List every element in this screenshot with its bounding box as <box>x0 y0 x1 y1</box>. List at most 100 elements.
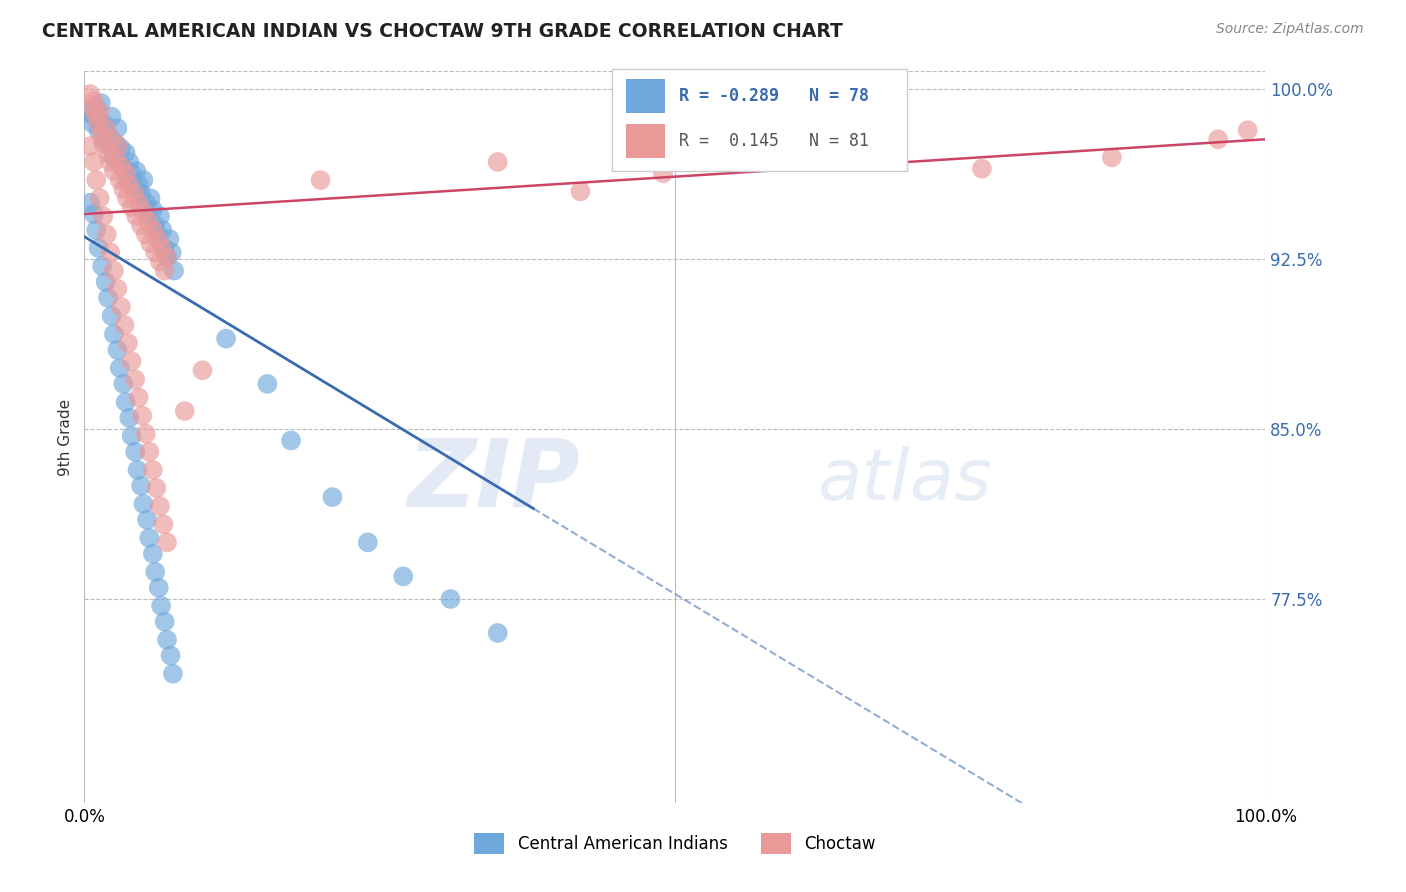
Point <box>132 204 155 219</box>
Point <box>309 173 332 187</box>
Point <box>159 648 181 663</box>
Point <box>89 114 111 128</box>
Text: Source: ZipAtlas.com: Source: ZipAtlas.com <box>1216 22 1364 37</box>
Point <box>125 164 148 178</box>
Point <box>132 173 155 187</box>
Point <box>127 463 149 477</box>
Point <box>150 241 173 255</box>
Point <box>139 236 162 251</box>
Point <box>87 123 110 137</box>
Point <box>122 186 145 201</box>
Point <box>142 547 165 561</box>
Point <box>1206 132 1229 146</box>
Point <box>156 535 179 549</box>
Point <box>148 581 170 595</box>
Point <box>97 145 120 160</box>
Point <box>110 160 132 174</box>
Point <box>150 223 173 237</box>
Point <box>87 116 110 130</box>
Point <box>94 119 117 133</box>
Point <box>191 363 214 377</box>
Point <box>146 227 169 242</box>
Point <box>112 161 135 176</box>
Point <box>107 343 129 357</box>
Point <box>89 191 111 205</box>
Point <box>84 173 107 187</box>
Point <box>782 145 804 160</box>
Point <box>439 592 461 607</box>
Point <box>82 101 104 115</box>
Point <box>124 445 146 459</box>
Point <box>256 376 278 391</box>
Point <box>100 132 122 146</box>
Point <box>114 318 136 332</box>
Point <box>129 219 152 233</box>
Point <box>149 209 172 223</box>
Point <box>162 666 184 681</box>
Point <box>149 254 172 268</box>
Point <box>652 166 675 180</box>
Text: atlas: atlas <box>817 447 991 516</box>
Point <box>280 434 302 448</box>
Point <box>131 409 153 423</box>
Point <box>146 232 169 246</box>
Point <box>112 182 135 196</box>
Point <box>103 263 125 277</box>
Point <box>79 87 101 101</box>
Point <box>569 185 592 199</box>
Point <box>91 132 114 146</box>
Point <box>115 191 138 205</box>
Point <box>486 155 509 169</box>
Point <box>100 110 122 124</box>
Point <box>90 128 112 142</box>
Point <box>173 404 195 418</box>
Point <box>153 263 176 277</box>
Point <box>79 105 101 120</box>
Point <box>96 227 118 242</box>
Point <box>118 178 141 192</box>
Point <box>98 139 121 153</box>
Point <box>357 535 380 549</box>
Point <box>110 141 132 155</box>
Point <box>142 202 165 217</box>
Point <box>163 263 186 277</box>
Point <box>114 395 136 409</box>
Point <box>136 513 159 527</box>
Point <box>98 245 121 260</box>
Point <box>105 136 128 151</box>
Point <box>110 300 132 314</box>
Point <box>132 497 155 511</box>
Point <box>82 116 104 130</box>
Point <box>122 179 145 194</box>
Point <box>136 214 159 228</box>
Point <box>114 145 136 160</box>
Point <box>160 245 183 260</box>
Point <box>83 110 105 124</box>
Point <box>108 173 131 187</box>
Point <box>215 332 238 346</box>
Point <box>135 227 157 242</box>
Point <box>103 150 125 164</box>
Point <box>107 282 129 296</box>
Point <box>97 128 120 142</box>
Point <box>79 139 101 153</box>
Point <box>118 155 141 169</box>
Point <box>486 626 509 640</box>
Point <box>117 336 139 351</box>
Point <box>121 166 143 180</box>
Point <box>150 599 173 613</box>
Point <box>142 463 165 477</box>
Point <box>1236 123 1258 137</box>
Point <box>138 445 160 459</box>
Point <box>143 219 166 233</box>
Point <box>108 361 131 376</box>
Point <box>128 178 150 192</box>
Point <box>125 209 148 223</box>
Point <box>139 191 162 205</box>
Point <box>970 161 993 176</box>
Point <box>84 223 107 237</box>
Point <box>98 155 121 169</box>
Point <box>94 120 117 135</box>
Point <box>91 209 114 223</box>
Point <box>142 223 165 237</box>
